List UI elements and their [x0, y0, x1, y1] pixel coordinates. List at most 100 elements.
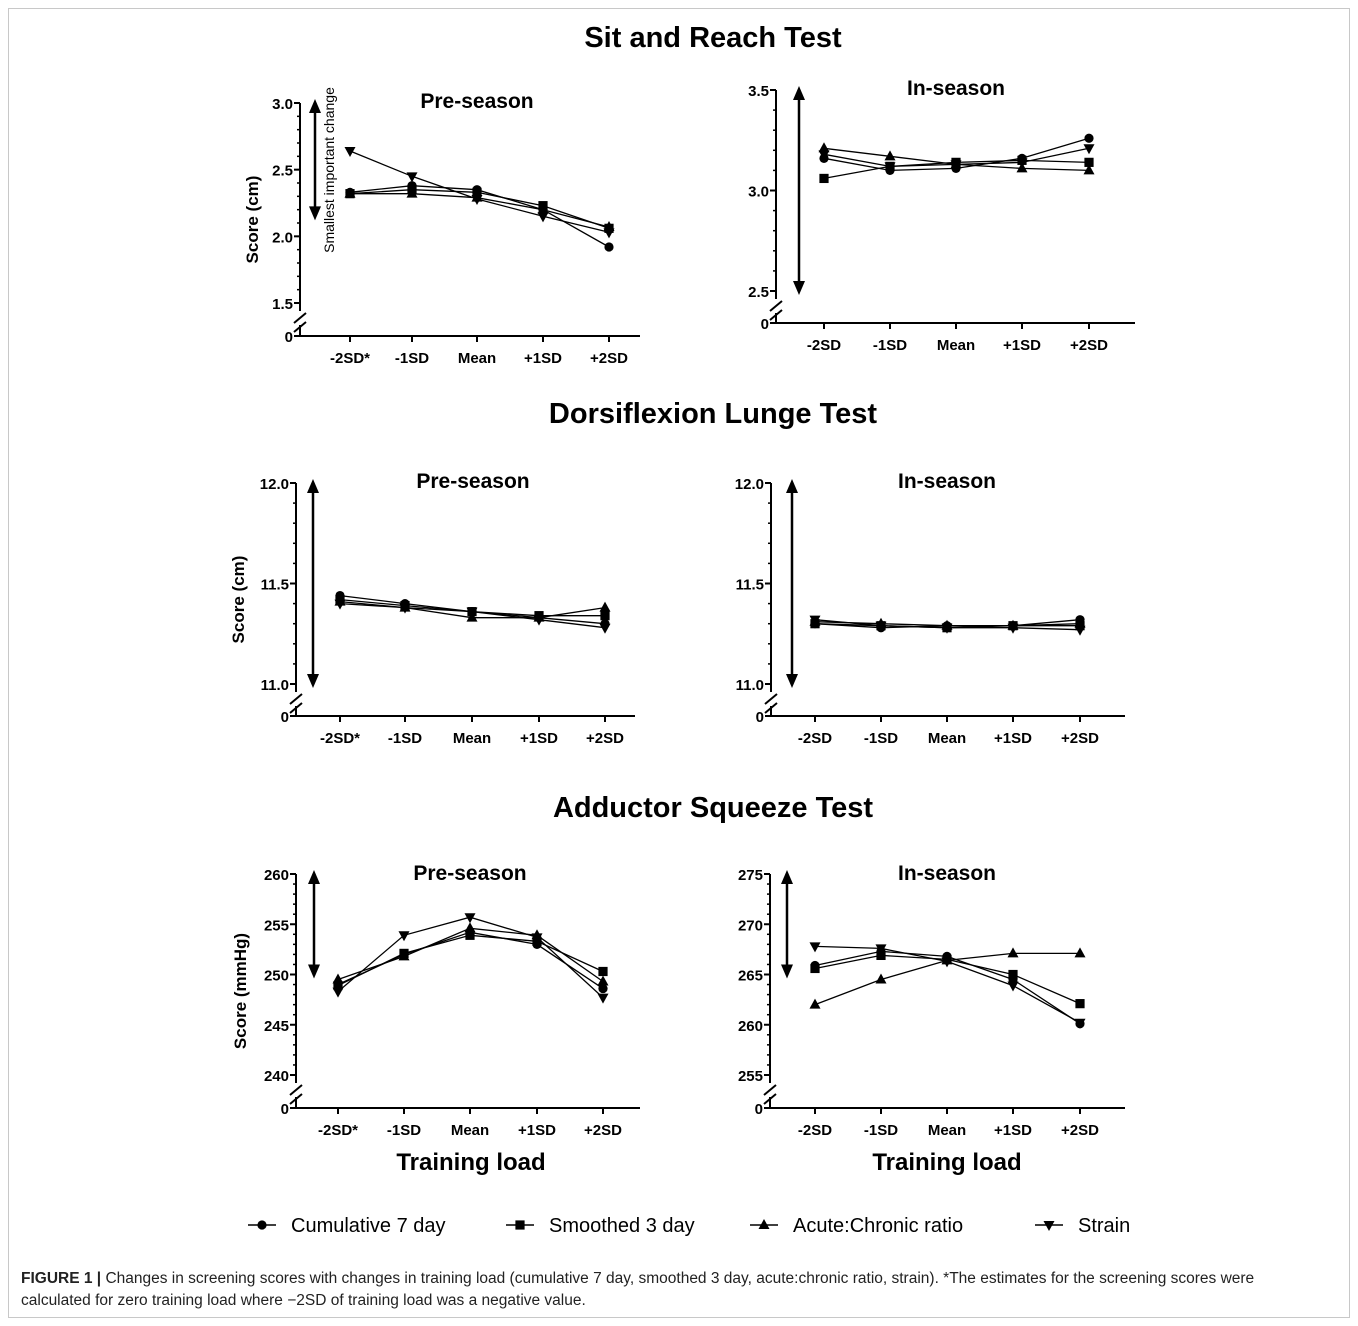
sic-arrow-head-up	[781, 870, 793, 884]
x-tick-label: Mean	[453, 730, 491, 747]
y-tick-label: 260	[264, 867, 289, 884]
panel-title: Pre-season	[413, 862, 526, 885]
data-point	[464, 913, 476, 924]
x-tick-label: -1SD	[873, 337, 907, 354]
data-point	[1074, 1018, 1086, 1029]
y-tick-label: 0	[281, 1101, 289, 1118]
data-point	[1016, 158, 1028, 169]
legend-label: Smoothed 3 day	[549, 1215, 695, 1237]
data-point	[597, 993, 609, 1004]
legend-marker	[515, 1220, 525, 1230]
panel-title: Pre-season	[420, 90, 533, 113]
y-axis-label: Score (cm)	[243, 176, 262, 264]
sic-arrow-head-up	[309, 99, 321, 113]
y-axis-break	[763, 1084, 777, 1096]
data-point	[1074, 947, 1086, 958]
x-tick-label: -1SD	[395, 350, 429, 367]
data-point	[1074, 625, 1086, 636]
x-tick-label: -2SD	[807, 337, 841, 354]
x-tick-label: +2SD	[584, 1122, 622, 1139]
legend-label: Acute:Chronic ratio	[793, 1215, 963, 1237]
data-point	[1007, 947, 1019, 958]
x-tick-label: Mean	[451, 1122, 489, 1139]
data-point	[599, 623, 611, 634]
data-point	[600, 611, 610, 621]
y-tick-label: 0	[756, 709, 764, 726]
data-point	[1083, 144, 1095, 155]
data-point	[1075, 999, 1085, 1009]
y-axis-label: Score (cm)	[229, 556, 248, 644]
x-tick-label: -2SD	[798, 1122, 832, 1139]
data-point	[466, 607, 478, 618]
y-tick-label: 11.5	[736, 577, 764, 594]
data-point	[332, 987, 344, 998]
data-point	[344, 147, 356, 157]
data-point	[810, 963, 820, 974]
data-point	[1084, 133, 1094, 143]
data-point	[344, 187, 356, 198]
x-tick-label: +2SD	[590, 350, 628, 367]
data-point	[604, 242, 614, 252]
x-tick-label: -1SD	[864, 730, 898, 747]
figure-frame	[8, 8, 1350, 1318]
panel-title: Pre-season	[416, 470, 529, 493]
data-point	[1007, 623, 1019, 634]
y-axis-break	[764, 693, 778, 705]
data-point	[875, 944, 887, 955]
data-point	[399, 603, 411, 614]
y-tick-label: 3.5	[748, 83, 769, 100]
data-point	[465, 930, 475, 940]
legend-marker	[257, 1220, 267, 1230]
x-tick-label: +2SD	[586, 730, 624, 747]
data-point	[332, 973, 344, 984]
y-tick-label: 2.5	[272, 163, 293, 180]
data-point	[950, 160, 962, 171]
data-point	[818, 150, 830, 161]
panel-title: In-season	[898, 470, 996, 493]
figure-caption: FIGURE 1 | Changes in screening scores w…	[21, 1268, 1321, 1312]
x-tick-label: -1SD	[864, 1122, 898, 1139]
x-tick-label: -2SD*	[320, 730, 360, 747]
data-point	[819, 173, 829, 184]
y-tick-label: 0	[281, 709, 289, 726]
legend-marker	[1043, 1221, 1055, 1231]
data-point	[406, 172, 418, 183]
x-tick-label: -2SD*	[318, 1122, 358, 1139]
data-point	[537, 203, 549, 214]
sic-arrow-head-down	[793, 281, 805, 295]
data-point	[531, 933, 543, 944]
sic-arrow-head-down	[307, 674, 319, 688]
data-point	[599, 601, 611, 612]
section-title: Sit and Reach Test	[584, 22, 842, 54]
sic-annotation: Smallest important change	[321, 87, 337, 253]
x-tick-label: +1SD	[994, 1122, 1032, 1139]
y-tick-label: 11.5	[261, 577, 289, 594]
y-tick-label: 265	[738, 968, 763, 985]
y-axis-break	[293, 312, 307, 324]
y-tick-label: 0	[761, 316, 769, 333]
data-point	[398, 931, 410, 942]
data-point	[1007, 981, 1019, 992]
y-tick-label: 3.0	[748, 184, 769, 201]
data-point	[603, 228, 615, 239]
y-tick-label: 11.0	[736, 677, 764, 694]
data-point	[884, 150, 896, 161]
x-tick-label: +1SD	[524, 350, 562, 367]
x-tick-label: +1SD	[1003, 337, 1041, 354]
x-tick-label: +1SD	[520, 730, 558, 747]
section-title: Adductor Squeeze Test	[553, 792, 873, 824]
data-point	[1008, 969, 1018, 980]
legend-label: Cumulative 7 day	[291, 1215, 446, 1237]
data-point	[941, 623, 953, 634]
x-axis-title: Training load	[396, 1149, 545, 1176]
chart-panel-3: 0 12.0 11.5 11.0 -2SD* -1SD Mean +1SD +2SD Pre-se…	[229, 470, 635, 747]
data-point	[1083, 164, 1095, 175]
y-tick-label: 12.0	[260, 476, 289, 493]
data-point	[875, 621, 887, 632]
x-tick-label: Mean	[937, 337, 975, 354]
y-tick-label: 11.0	[261, 677, 289, 694]
chart-panel-1: 0 3.0 2.5 2.0 1.5 -2SD* -1SD Mean +1SD +2SD Pre-se…	[243, 87, 640, 367]
sic-arrow-head-up	[786, 479, 798, 493]
data-point	[406, 187, 418, 198]
